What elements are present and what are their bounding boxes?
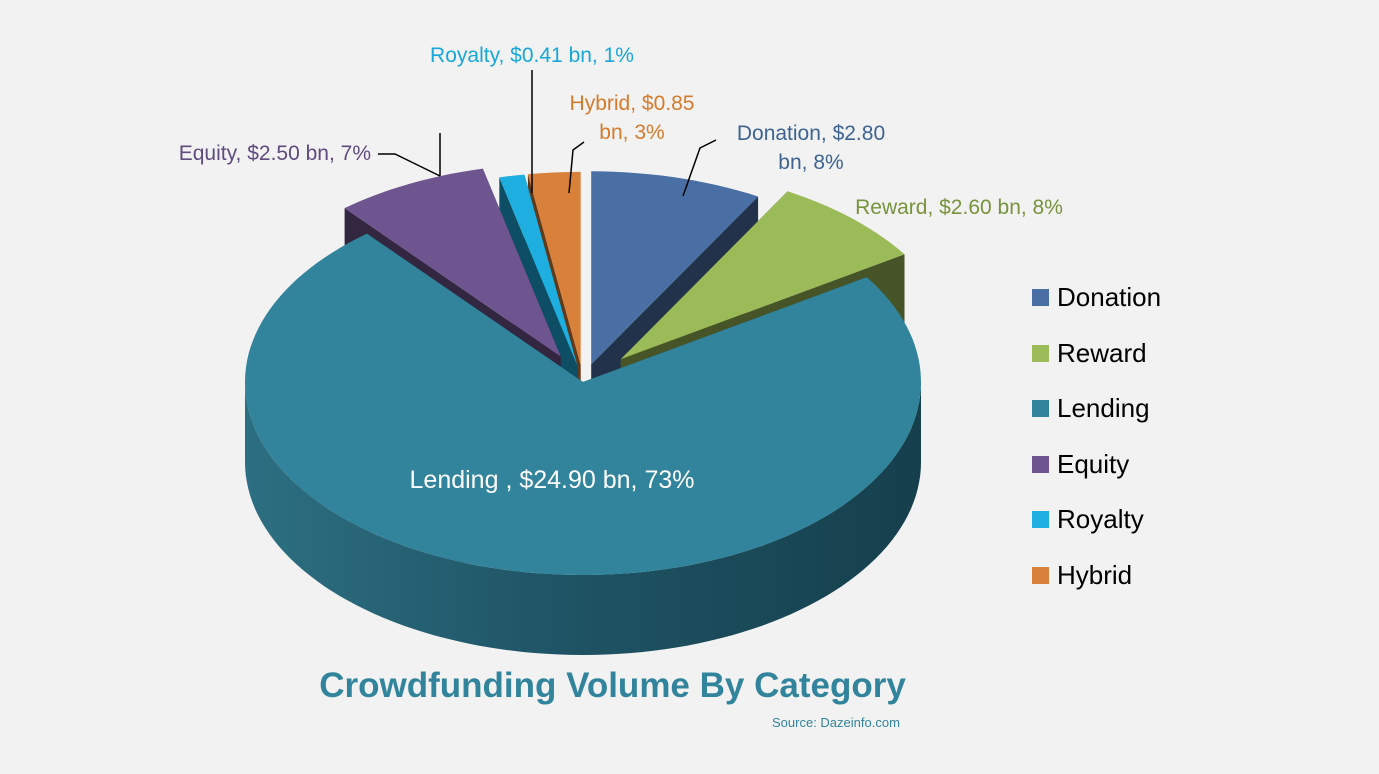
hybrid-data-label: Hybrid, $0.85 bn, 3% bbox=[570, 92, 695, 144]
legend-item-equity: Equity bbox=[1032, 437, 1332, 493]
hybrid-leader-line bbox=[568, 141, 585, 194]
legend-swatch-donation bbox=[1032, 289, 1049, 307]
donation-leader-line bbox=[682, 139, 717, 197]
legend-item-hybrid: Hybrid bbox=[1032, 548, 1332, 604]
reward-data-label: Reward, $2.60 bn, 8% bbox=[855, 196, 1063, 219]
royalty-data-label: Royalty, $0.41 bn, 1% bbox=[430, 44, 634, 67]
royalty-slice bbox=[499, 174, 578, 366]
legend-label-lending: Lending bbox=[1057, 393, 1150, 424]
equity-data-label: Equity, $2.50 bn, 7% bbox=[179, 142, 371, 165]
royalty-data-label-line: Royalty, $0.41 bn, 1% bbox=[430, 44, 634, 67]
lending-slice bbox=[245, 233, 921, 575]
donation-data-label: Donation, $2.80 bn, 8% bbox=[737, 122, 885, 174]
legend-label-equity: Equity bbox=[1057, 448, 1130, 479]
legend-label-royalty: Royalty bbox=[1057, 504, 1144, 535]
legend-swatch-equity bbox=[1032, 455, 1049, 473]
legend-swatch-reward bbox=[1032, 344, 1049, 362]
equity-data-label-line: Equity, $2.50 bn, 7% bbox=[179, 142, 371, 165]
equity-leader-line bbox=[378, 153, 441, 177]
chart-legend: Donation Reward Lending Equity Royalty Hybrid bbox=[1032, 270, 1332, 603]
lending-data-label-line: Lending , $24.90 bn, 73% bbox=[410, 466, 695, 494]
reward-slice bbox=[620, 191, 905, 360]
legend-swatch-royalty bbox=[1032, 511, 1049, 529]
donation-slice bbox=[591, 171, 759, 365]
legend-item-reward: Reward bbox=[1032, 326, 1332, 382]
lending-slice-side bbox=[245, 382, 921, 655]
hybrid-slice bbox=[527, 171, 581, 365]
legend-swatch-lending bbox=[1032, 400, 1049, 418]
hybrid-data-label-line: Hybrid, $0.85 bbox=[570, 92, 695, 115]
legend-item-donation: Donation bbox=[1032, 270, 1332, 326]
legend-label-hybrid: Hybrid bbox=[1057, 559, 1133, 590]
hybrid-data-label-line: bn, 3% bbox=[599, 121, 664, 144]
donation-data-label-line: bn, 8% bbox=[778, 151, 843, 174]
equity-slice bbox=[344, 168, 561, 357]
chart-source: Source: Dazeinfo.com bbox=[772, 715, 900, 730]
legend-swatch-hybrid bbox=[1032, 566, 1049, 584]
lending-data-label: Lending , $24.90 bn, 73% bbox=[410, 466, 695, 494]
legend-item-royalty: Royalty bbox=[1032, 492, 1332, 548]
reward-data-label-line: Reward, $2.60 bn, 8% bbox=[855, 196, 1063, 219]
donation-data-label-line: Donation, $2.80 bbox=[737, 122, 885, 145]
legend-label-donation: Donation bbox=[1057, 282, 1162, 313]
legend-label-reward: Reward bbox=[1057, 337, 1147, 368]
chart-title: Crowdfunding Volume By Category bbox=[319, 666, 906, 705]
legend-item-lending: Lending bbox=[1032, 381, 1332, 437]
